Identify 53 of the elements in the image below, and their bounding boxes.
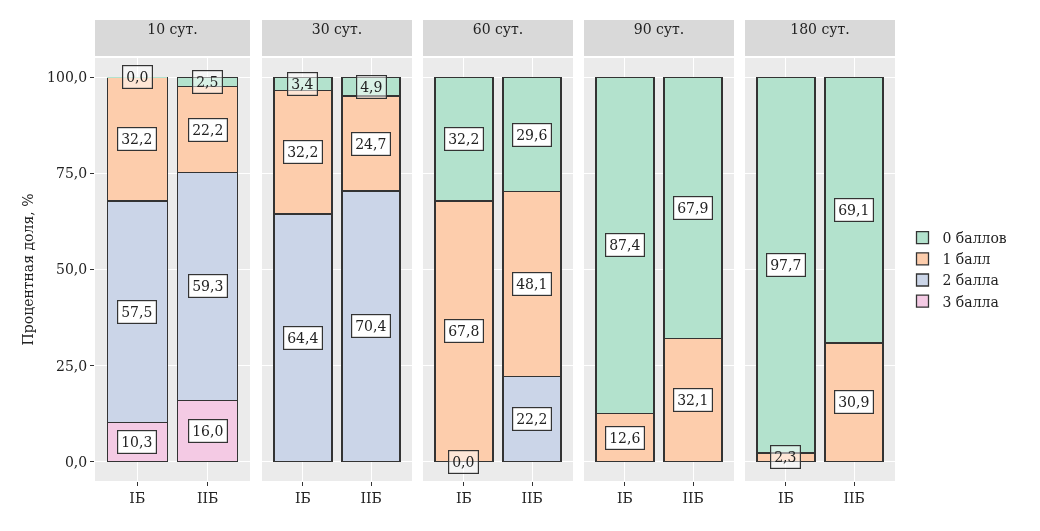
x-tick-label: IIБ bbox=[521, 489, 543, 506]
y-tick-label: 100,0 bbox=[47, 69, 88, 86]
data-label: 16,0 bbox=[192, 423, 224, 440]
data-label: 69,1 bbox=[838, 202, 870, 219]
data-label: 32,2 bbox=[121, 131, 153, 148]
y-tick-label: 50,0 bbox=[56, 261, 88, 278]
data-label: 2,3 bbox=[774, 449, 797, 466]
data-label: 48,1 bbox=[516, 276, 548, 293]
x-tick-label: IIБ bbox=[682, 489, 704, 506]
x-tick-label: IБ bbox=[456, 489, 472, 506]
legend-label: 1 балл bbox=[942, 251, 991, 268]
data-label: 3,4 bbox=[291, 76, 314, 93]
data-label: 0,0 bbox=[126, 69, 149, 86]
data-label: 0,0 bbox=[452, 454, 475, 471]
chart-title: 30 сут. bbox=[311, 20, 363, 37]
data-label: 67,9 bbox=[677, 200, 709, 217]
data-label: 4,9 bbox=[360, 79, 383, 96]
data-label: 24,7 bbox=[355, 136, 387, 153]
data-label: 2,5 bbox=[196, 74, 219, 91]
data-label: 29,6 bbox=[516, 127, 548, 144]
data-label: 59,3 bbox=[192, 278, 224, 295]
x-tick-label: IIБ bbox=[197, 489, 219, 506]
y-tick-label: 75,0 bbox=[56, 165, 88, 182]
chart-title: 90 сут. bbox=[633, 20, 685, 37]
legend-label: 2 балла bbox=[942, 272, 999, 289]
data-label: 12,6 bbox=[609, 430, 641, 447]
chart-title: 180 сут. bbox=[790, 20, 850, 37]
x-tick-label: IБ bbox=[129, 489, 146, 506]
data-label: 32,2 bbox=[287, 144, 319, 161]
x-tick-label: IIБ bbox=[843, 489, 865, 506]
legend-label: 0 баллов bbox=[942, 230, 1007, 247]
x-tick-label: IБ bbox=[295, 489, 311, 506]
data-label: 97,7 bbox=[770, 257, 802, 274]
data-label: 32,1 bbox=[677, 392, 709, 409]
data-label: 22,2 bbox=[516, 411, 548, 428]
y-axis-title: Процентная доля, % bbox=[19, 193, 36, 346]
x-tick-label: IIБ bbox=[360, 489, 382, 506]
data-label: 57,5 bbox=[121, 304, 153, 321]
data-label: 70,4 bbox=[355, 318, 387, 335]
x-tick-label: IБ bbox=[617, 489, 633, 506]
chart-title: 60 сут. bbox=[472, 20, 524, 37]
data-label: 22,2 bbox=[192, 122, 224, 139]
data-label: 32,2 bbox=[448, 131, 480, 148]
x-tick-label: IБ bbox=[778, 489, 794, 506]
data-label: 64,4 bbox=[287, 330, 319, 347]
data-label: 87,4 bbox=[609, 237, 641, 254]
y-tick-label: 0,0 bbox=[64, 453, 88, 470]
data-label: 10,3 bbox=[121, 434, 153, 451]
legend-label: 3 балла bbox=[942, 293, 999, 310]
y-tick-label: 25,0 bbox=[56, 357, 88, 374]
data-label: 30,9 bbox=[838, 394, 870, 411]
data-label: 67,8 bbox=[448, 323, 480, 340]
chart-title: 10 сут. bbox=[147, 20, 198, 37]
